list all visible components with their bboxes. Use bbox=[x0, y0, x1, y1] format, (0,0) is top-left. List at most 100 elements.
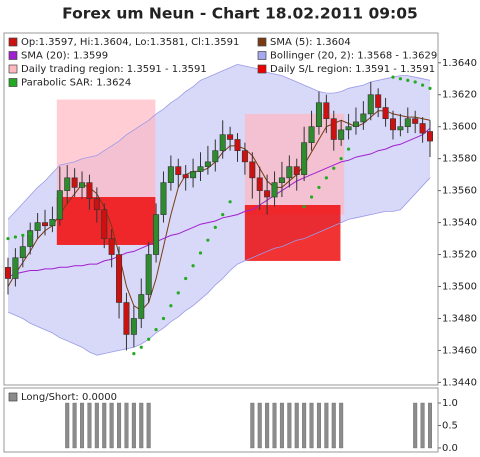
candle-body bbox=[419, 123, 426, 134]
candle-body bbox=[182, 174, 189, 179]
y-tick-label: 1.3580 bbox=[442, 154, 477, 165]
candle-body bbox=[175, 166, 182, 175]
legend-label: Daily S/L region: 1.3591 - 1.3591 bbox=[270, 64, 435, 75]
candle-body bbox=[412, 118, 419, 124]
bar bbox=[139, 402, 144, 449]
bar bbox=[257, 402, 262, 449]
bar bbox=[331, 402, 336, 449]
candle-body bbox=[360, 113, 367, 123]
y-tick-label: 1.3440 bbox=[442, 377, 477, 388]
sar-dot bbox=[139, 345, 143, 349]
candle-body bbox=[375, 94, 382, 108]
bar bbox=[428, 402, 433, 449]
candle-body bbox=[301, 142, 308, 175]
legend-swatch bbox=[8, 392, 18, 402]
bar bbox=[146, 402, 151, 449]
candle-body bbox=[426, 131, 433, 142]
bar bbox=[287, 402, 292, 449]
candle-body bbox=[389, 118, 396, 131]
candle-body bbox=[264, 190, 271, 198]
sar-dot bbox=[302, 205, 306, 209]
candle-body bbox=[93, 198, 100, 211]
chart-title: Forex um Neun - Chart 18.02.2011 09:05 bbox=[62, 5, 418, 23]
candle-body bbox=[204, 161, 211, 167]
candle-body bbox=[323, 102, 330, 120]
sar-dot bbox=[13, 235, 18, 239]
sar-dot bbox=[176, 291, 180, 295]
candle-body bbox=[116, 254, 123, 303]
candle-body bbox=[338, 129, 345, 140]
candle-body bbox=[219, 134, 226, 151]
sar-dot bbox=[413, 80, 417, 84]
y-tick-label: 1.3460 bbox=[442, 345, 477, 356]
bar bbox=[94, 402, 99, 449]
bar bbox=[413, 402, 418, 449]
legend-swatch bbox=[8, 78, 18, 87]
y-tick-label: 1.3560 bbox=[442, 186, 477, 197]
sar-dot bbox=[420, 83, 425, 87]
bar bbox=[316, 402, 321, 449]
bar bbox=[109, 402, 114, 449]
bollinger-lower bbox=[7, 177, 431, 356]
bar bbox=[87, 402, 92, 449]
sar-dot bbox=[221, 212, 225, 217]
legend-label: Daily trading region: 1.3591 - 1.3591 bbox=[21, 64, 207, 75]
candle-body bbox=[34, 222, 41, 231]
candle-body bbox=[352, 121, 359, 127]
candle-body bbox=[271, 182, 278, 198]
y-tick-label: 0.0 bbox=[442, 443, 458, 454]
candle-body bbox=[56, 190, 63, 220]
sar-dot bbox=[6, 236, 10, 241]
sar-dot bbox=[28, 232, 32, 236]
candle-body bbox=[278, 177, 285, 183]
candle-body bbox=[197, 166, 204, 172]
legend-swatch bbox=[8, 37, 18, 47]
candle-body bbox=[71, 177, 78, 188]
bar bbox=[420, 402, 425, 449]
legend-swatch bbox=[257, 37, 267, 47]
legend-swatch bbox=[8, 51, 18, 60]
sar-dot bbox=[339, 157, 343, 161]
bollinger-upper bbox=[7, 63, 431, 220]
bar bbox=[72, 402, 77, 449]
legend-label: Parabolic SAR: 1.3624 bbox=[21, 78, 131, 89]
sar-dot bbox=[324, 176, 328, 180]
candle-body bbox=[308, 126, 315, 143]
bar bbox=[80, 402, 85, 449]
bar bbox=[265, 402, 270, 449]
region-box bbox=[244, 205, 341, 261]
legend-label: Op:1.3597, Hi:1.3604, Lo:1.3581, Cl:1.35… bbox=[21, 37, 239, 48]
bar bbox=[309, 402, 314, 449]
bar bbox=[294, 402, 299, 449]
bar bbox=[272, 402, 277, 449]
sar-dot bbox=[398, 77, 402, 81]
y-tick-label: 1.3640 bbox=[442, 58, 477, 69]
candle-body bbox=[145, 254, 152, 295]
candle-body bbox=[160, 182, 167, 215]
sar-dot bbox=[169, 304, 173, 308]
legend-label: Long/Short: 0.0000 bbox=[21, 392, 117, 403]
sar-dot bbox=[198, 251, 203, 255]
y-tick-label: 1.3500 bbox=[442, 282, 477, 293]
bar bbox=[339, 402, 344, 449]
candle-body bbox=[108, 238, 115, 255]
sar-dot bbox=[206, 238, 210, 242]
legend-label: SMA (20): 1.3599 bbox=[21, 51, 108, 62]
candle-body bbox=[190, 171, 197, 179]
bar bbox=[124, 402, 129, 449]
legend-label: SMA (5): 1.3604 bbox=[270, 37, 351, 48]
candle-body bbox=[212, 150, 219, 163]
candle-body bbox=[315, 102, 322, 127]
sar-dot bbox=[191, 264, 195, 268]
candle-body bbox=[286, 166, 293, 179]
sar-dot bbox=[309, 195, 314, 199]
legend-label: Bollinger (20, 2): 1.3568 - 1.3629 bbox=[270, 51, 437, 62]
y-tick-label: 1.3520 bbox=[442, 250, 477, 261]
bar bbox=[117, 402, 122, 449]
legend-swatch bbox=[257, 51, 267, 60]
bar bbox=[250, 402, 255, 449]
candle-body bbox=[27, 230, 34, 247]
region-box bbox=[244, 113, 345, 215]
